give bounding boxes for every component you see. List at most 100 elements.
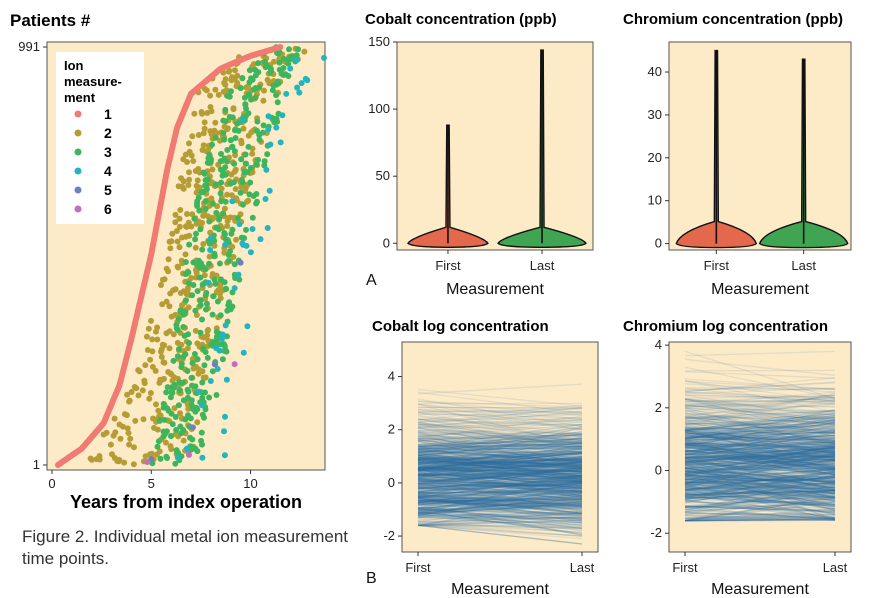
patient-line xyxy=(684,481,836,494)
patient-line xyxy=(417,495,583,505)
scatter-point-m2 xyxy=(195,218,202,225)
patient-line xyxy=(684,424,836,439)
patient-line xyxy=(684,433,836,444)
scatter-point-m2 xyxy=(245,132,252,139)
scatter-point-m3 xyxy=(198,189,205,196)
patient-line xyxy=(684,474,836,491)
scatter-point-m3 xyxy=(221,230,228,236)
patient-line xyxy=(417,501,583,509)
patient-line xyxy=(417,445,583,460)
scatter-point-m2 xyxy=(224,223,231,229)
scatter-point-m3 xyxy=(224,93,231,99)
scatter-point-m2 xyxy=(149,336,156,343)
patient-line xyxy=(417,453,583,466)
cobalt-violin-plot-area xyxy=(396,41,594,251)
patient-line xyxy=(684,459,836,475)
patient-line xyxy=(417,436,583,472)
patient-line xyxy=(417,419,583,427)
scatter-point-m3 xyxy=(180,324,187,330)
scatter-point-m4 xyxy=(264,225,271,231)
scatter-point-m2 xyxy=(228,192,235,199)
patient-line xyxy=(417,467,583,483)
patient-line xyxy=(684,445,836,473)
scatter-point-m3 xyxy=(184,386,191,393)
patient-line xyxy=(417,481,583,485)
patient-line xyxy=(417,460,583,474)
patient-line xyxy=(684,450,836,462)
patient-line xyxy=(684,519,836,522)
patient-line xyxy=(417,472,583,475)
patient-line xyxy=(684,476,836,484)
scatter-x-tick-label: 10 xyxy=(243,476,257,491)
scatter-point-m2 xyxy=(161,359,168,366)
patient-line xyxy=(417,521,583,524)
patient-line xyxy=(417,524,583,527)
patient-line xyxy=(417,419,583,429)
patient-line xyxy=(417,497,583,513)
scatter-point-m6 xyxy=(144,459,151,466)
scatter-point-m3 xyxy=(249,214,256,221)
patient-line xyxy=(417,466,583,472)
patient-line xyxy=(417,451,583,454)
patient-line xyxy=(684,431,836,439)
patient-line xyxy=(417,430,583,438)
patient-line xyxy=(417,467,583,485)
scatter-point-m3 xyxy=(243,160,250,167)
patient-line xyxy=(417,447,583,460)
patient-line xyxy=(417,434,583,446)
scatter-point-m2 xyxy=(153,401,159,408)
patient-line xyxy=(684,482,836,493)
scatter-point-m2 xyxy=(165,369,172,375)
patient-line xyxy=(417,480,583,504)
patient-line xyxy=(684,508,836,522)
patient-line xyxy=(684,419,836,472)
scatter-point-m3 xyxy=(198,429,205,436)
scatter-point-m2 xyxy=(179,183,186,190)
scatter-point-m3 xyxy=(169,389,176,396)
patient-line xyxy=(684,429,836,437)
scatter-point-m3 xyxy=(163,453,170,460)
patient-line xyxy=(684,398,836,403)
scatter-point-m4 xyxy=(294,84,301,91)
patient-line xyxy=(417,457,583,485)
patient-line xyxy=(684,449,836,464)
patient-line xyxy=(417,441,583,462)
patient-line xyxy=(417,434,583,437)
scatter-point-m3 xyxy=(189,360,196,367)
scatter-point-m4 xyxy=(247,249,254,256)
patient-line xyxy=(684,505,836,509)
patient-line xyxy=(417,427,583,454)
patient-line xyxy=(684,475,836,483)
patient-line xyxy=(684,485,836,499)
patient-line xyxy=(417,451,583,460)
patient-line xyxy=(417,439,583,448)
scatter-point-m2 xyxy=(135,367,142,374)
patient-line xyxy=(417,460,583,468)
scatter-point-m4 xyxy=(257,236,264,243)
patient-line xyxy=(417,474,583,493)
patient-line xyxy=(684,492,836,506)
scatter-point-m3 xyxy=(209,141,215,148)
patient-line xyxy=(684,437,836,441)
patient-line xyxy=(684,394,836,418)
patient-line xyxy=(417,456,583,470)
scatter-point-m3 xyxy=(228,88,234,95)
patient-line xyxy=(417,439,583,460)
patient-line xyxy=(684,443,836,476)
patient-line xyxy=(684,447,836,466)
violin-y-tick-label: 100 xyxy=(368,101,390,116)
scatter-point-m3 xyxy=(199,379,206,386)
patient-line xyxy=(684,419,836,440)
violin-y-tick-label: 30 xyxy=(648,107,662,122)
patient-line xyxy=(417,469,583,475)
patient-line xyxy=(684,446,836,452)
patient-line xyxy=(684,432,836,459)
patient-line xyxy=(684,457,836,485)
patient-line xyxy=(417,499,583,502)
scatter-point-m4 xyxy=(240,349,247,356)
patient-line xyxy=(417,450,583,469)
panel-label-b: B xyxy=(366,570,377,587)
scatter-point-m2 xyxy=(174,263,181,270)
patient-line xyxy=(684,377,836,393)
patient-line xyxy=(417,480,583,492)
